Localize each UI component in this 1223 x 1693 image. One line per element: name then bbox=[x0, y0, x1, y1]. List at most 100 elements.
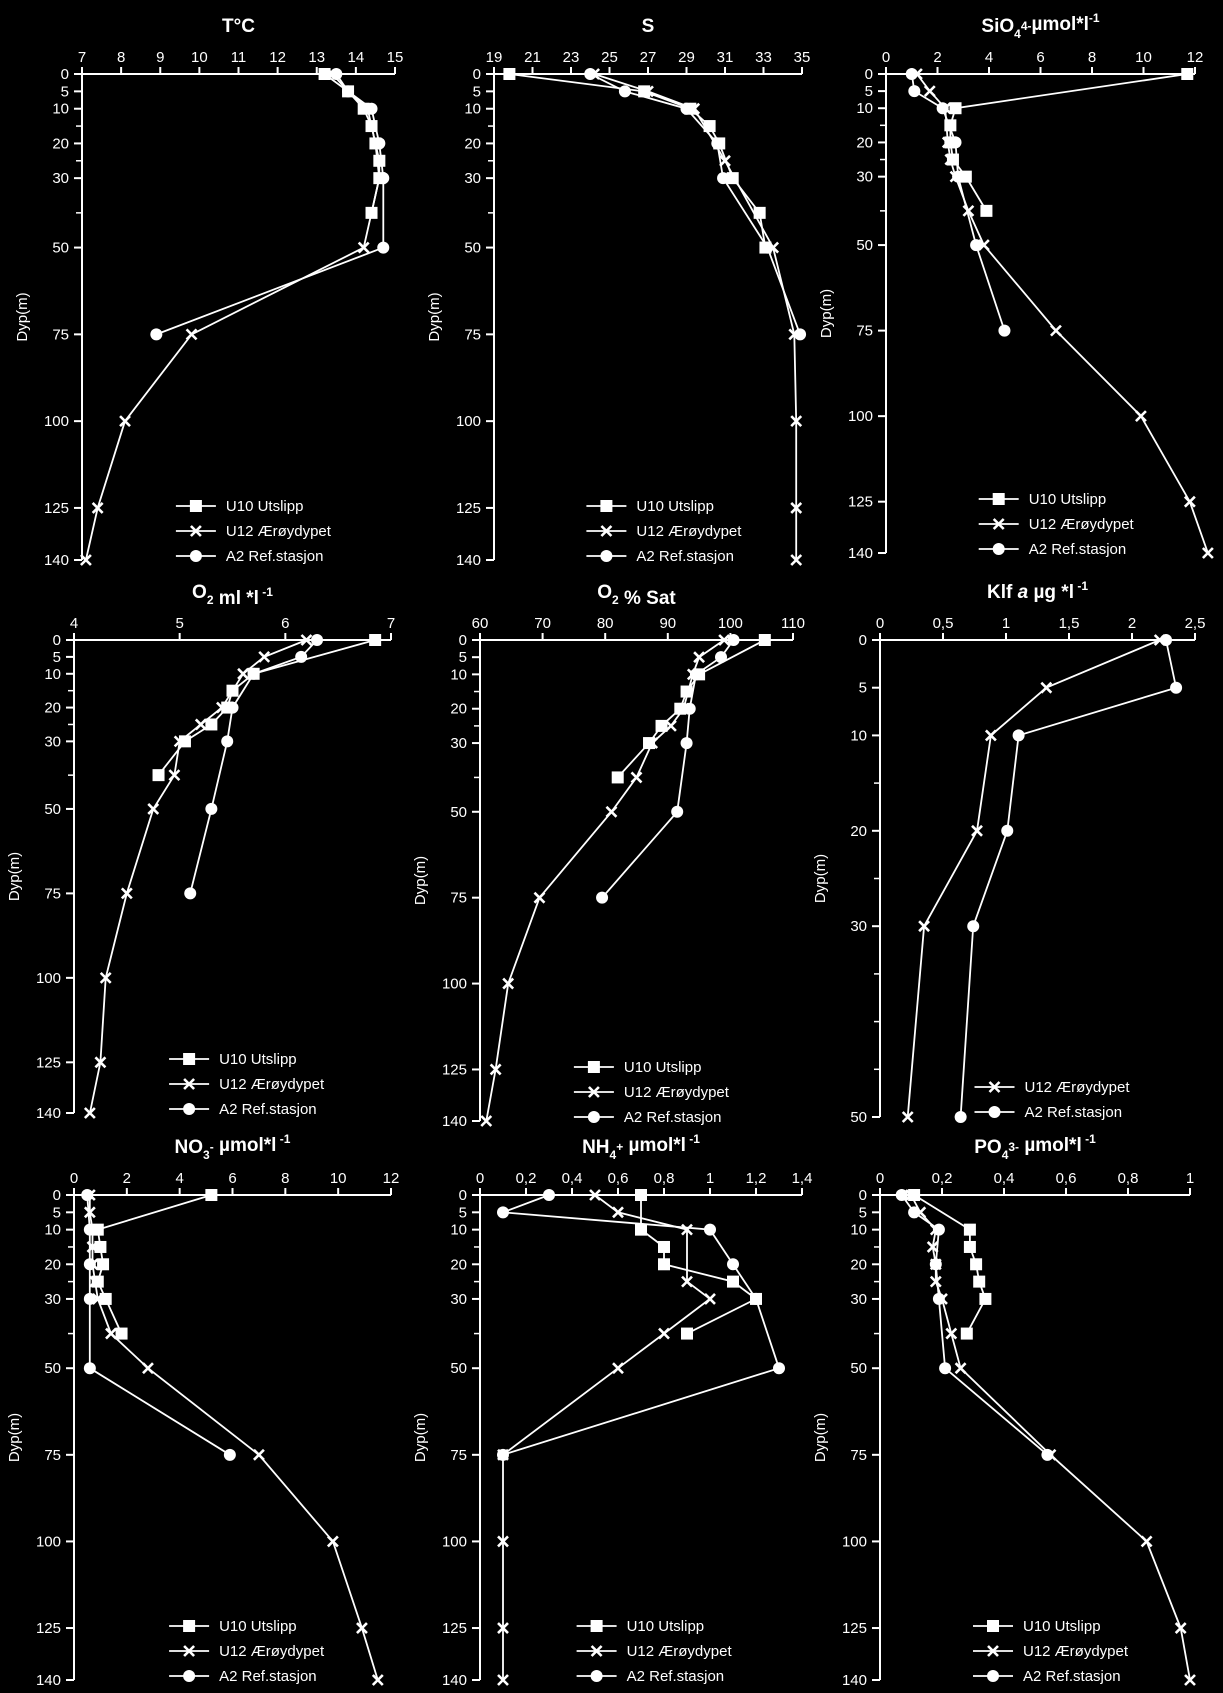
y-tick-label: 75 bbox=[52, 326, 69, 343]
x-tick-label: 23 bbox=[563, 49, 580, 66]
data-point bbox=[205, 802, 218, 815]
y-tick-label: 50 bbox=[52, 240, 69, 257]
y-tick-label: 5 bbox=[459, 1204, 467, 1221]
legend-marker bbox=[183, 1053, 196, 1065]
legend-label: A2 Ref.stasjon bbox=[627, 1668, 725, 1685]
series-a2 bbox=[954, 634, 1183, 1123]
series-line bbox=[949, 73, 1188, 212]
data-point bbox=[221, 735, 234, 748]
legend-label: U12 Ærøydypet bbox=[1025, 1079, 1131, 1096]
y-tick-label: 140 bbox=[36, 1672, 61, 1689]
legend-label: U10 Utslipp bbox=[627, 1618, 705, 1635]
data-point bbox=[89, 1275, 102, 1288]
data-point bbox=[97, 1258, 110, 1271]
y-tick-label: 0 bbox=[473, 66, 481, 83]
panel-1: 7 8 9 10 11 12 13 14 15051020305075100125140Dyp(… bbox=[14, 16, 403, 569]
y-tick-label: 5 bbox=[61, 83, 69, 100]
x-tick-label: 8 bbox=[117, 49, 125, 66]
chart-title: NO3- µmol*l -1 bbox=[175, 1132, 291, 1162]
y-tick-label: 0 bbox=[859, 1187, 867, 1204]
data-point bbox=[970, 239, 983, 252]
x-tick-label: 35 bbox=[794, 49, 811, 66]
series-a2 bbox=[596, 634, 740, 904]
series-a2 bbox=[184, 634, 324, 900]
data-point bbox=[715, 651, 728, 664]
data-point bbox=[905, 68, 918, 80]
legend-label: U10 Utslipp bbox=[219, 1051, 297, 1068]
y-tick-label: 5 bbox=[459, 649, 467, 666]
y-tick-label: 140 bbox=[44, 552, 69, 569]
x-tick-label: 8 bbox=[1088, 49, 1096, 66]
legend-marker bbox=[600, 500, 613, 512]
x-tick-label: 15 bbox=[387, 49, 404, 66]
x-tick-label: 0 bbox=[876, 1170, 884, 1187]
y-tick-label: 10 bbox=[52, 101, 69, 118]
data-point bbox=[704, 1293, 716, 1305]
y-tick-label: 0 bbox=[859, 632, 867, 649]
legend-label: A2 Ref.stasjon bbox=[226, 548, 324, 565]
data-point bbox=[543, 1189, 555, 1201]
y-tick-label: 30 bbox=[850, 1291, 867, 1308]
data-point bbox=[94, 1240, 107, 1253]
data-point bbox=[373, 137, 386, 150]
y-tick-label: 0 bbox=[459, 632, 467, 649]
y-tick-label: 125 bbox=[848, 494, 873, 511]
data-point bbox=[237, 667, 249, 680]
legend-marker bbox=[183, 1078, 196, 1090]
legend-marker bbox=[189, 500, 202, 512]
panel-9: 0 0,2 0,4 0,6 0,8 1051020305075100125140Dyp(m… bbox=[812, 1132, 1196, 1689]
data-point bbox=[226, 701, 239, 714]
chart-title: Klf a µg *l -1 bbox=[987, 579, 1088, 603]
y-tick-label: 20 bbox=[850, 823, 867, 840]
x-tick-label: 90 bbox=[659, 615, 676, 632]
y-tick-label: 125 bbox=[44, 500, 69, 517]
x-tick-label: 2 bbox=[933, 49, 941, 66]
data-point bbox=[689, 668, 702, 681]
legend-label: U12 Ærøydypet bbox=[627, 1643, 733, 1660]
y-tick-label: 125 bbox=[442, 1620, 467, 1637]
legend-label: A2 Ref.stasjon bbox=[1025, 1104, 1123, 1121]
x-tick-label: 110 bbox=[781, 615, 805, 632]
data-point bbox=[589, 1189, 601, 1201]
data-point bbox=[330, 68, 343, 80]
data-point bbox=[665, 719, 677, 732]
series-line bbox=[910, 1194, 1191, 1681]
data-point bbox=[635, 1223, 647, 1236]
data-point bbox=[727, 634, 740, 646]
data-point bbox=[790, 502, 803, 514]
data-point bbox=[497, 1448, 509, 1461]
data-point bbox=[970, 1258, 983, 1271]
data-point bbox=[973, 1275, 986, 1288]
y-tick-label: 10 bbox=[850, 727, 867, 744]
data-point bbox=[954, 1111, 967, 1123]
data-point bbox=[258, 650, 271, 663]
x-tick-label: 6 bbox=[1036, 49, 1044, 66]
series-u10 bbox=[908, 1189, 992, 1340]
data-point bbox=[794, 328, 807, 341]
data-point bbox=[905, 1189, 917, 1201]
y-tick-label: 0 bbox=[865, 66, 873, 83]
x-tick-label: 27 bbox=[640, 49, 657, 66]
x-tick-label: 31 bbox=[717, 49, 734, 66]
x-tick-label: 10 bbox=[191, 49, 208, 66]
data-point bbox=[503, 68, 516, 80]
y-tick-label: 20 bbox=[44, 700, 61, 717]
legend-label: A2 Ref.stasjon bbox=[624, 1109, 722, 1126]
legend: U10 Utslipp U12 Ærøydypet A2 Ref.stasjon bbox=[573, 1059, 730, 1126]
legend-label: U12 Ærøydypet bbox=[1029, 516, 1135, 533]
y-tick-label: 0 bbox=[53, 1187, 61, 1204]
x-tick-label: 19 bbox=[486, 49, 503, 66]
legend-marker bbox=[992, 543, 1005, 555]
x-tick-label: 0,5 bbox=[933, 615, 954, 632]
y-tick-label: 125 bbox=[456, 500, 481, 517]
y-tick-label: 50 bbox=[850, 1360, 867, 1377]
y-tick-label: 75 bbox=[850, 1447, 867, 1464]
y-tick-label: 50 bbox=[850, 1109, 867, 1126]
y-tick-label: 0 bbox=[459, 1187, 467, 1204]
x-tick-label: 0 bbox=[882, 49, 890, 66]
data-point bbox=[1160, 634, 1173, 646]
legend-label: U12 Ærøydypet bbox=[219, 1076, 325, 1093]
legend-label: U12 Ærøydypet bbox=[219, 1643, 325, 1660]
data-point bbox=[944, 153, 957, 166]
